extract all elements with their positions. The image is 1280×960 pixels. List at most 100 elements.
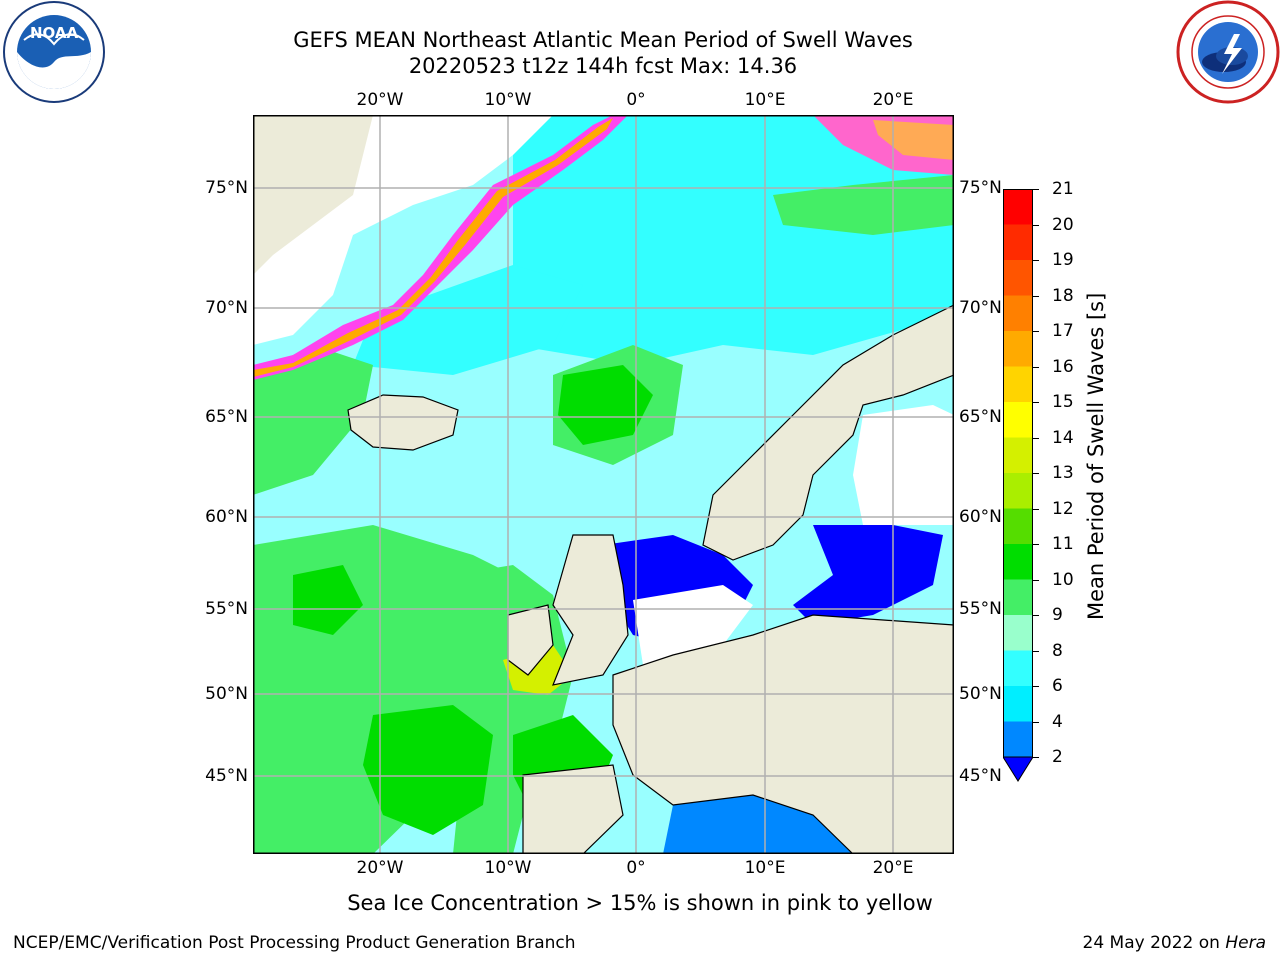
colorbar-tick-mark — [1033, 686, 1039, 687]
colorbar — [1002, 189, 1034, 783]
lat-label-right: 65°N — [959, 407, 1002, 427]
sea-ice-edge — [253, 118, 613, 377]
colorbar-segment — [1003, 615, 1033, 651]
colorbar-tick-mark — [1033, 508, 1039, 510]
colorbar-tick-mark — [1033, 757, 1039, 758]
lat-label-left: 70°N — [205, 298, 248, 318]
colorbar-segment — [1003, 295, 1033, 332]
colorbar-tick-mark — [1033, 721, 1039, 723]
colorbar-segment — [1003, 686, 1033, 722]
colorbar-ticks: 21 20 19 18 17 16 15 14 13 12 11 10 9 8 6 4 2 — [1033, 179, 1092, 767]
colorbar-segment — [1003, 260, 1033, 296]
colorbar-tick-label: 13 — [1052, 463, 1074, 483]
colorbar-tick-label: 15 — [1052, 392, 1074, 412]
colorbar-tick-label: 18 — [1052, 285, 1074, 306]
colorbar-tick-mark — [1033, 260, 1039, 261]
lat-label-left: 60°N — [205, 507, 248, 527]
colorbar-segment — [1003, 721, 1033, 758]
colorbar-tick-mark — [1033, 437, 1039, 439]
colorbar-tick-mark — [1033, 544, 1039, 545]
colorbar-tick-label: 12 — [1052, 498, 1074, 519]
colorbar-segment — [1003, 366, 1033, 403]
colorbar-tick-mark — [1033, 579, 1039, 581]
lat-label-right: 45°N — [959, 766, 1002, 786]
swell-zone-bright-green — [558, 365, 653, 445]
colorbar-tick-label: 9 — [1052, 605, 1063, 625]
lat-label-right: 70°N — [959, 298, 1002, 318]
sea-ice-note: Sea Ice Concentration > 15% is shown in … — [347, 891, 933, 915]
lon-label-bottom: 10°W — [484, 858, 532, 878]
lat-label-right: 50°N — [959, 684, 1002, 704]
iceland-land — [347, 394, 459, 451]
lon-label-bottom: 20°W — [356, 858, 404, 878]
colorbar-tick-label: 17 — [1052, 321, 1074, 341]
lon-label-top: 10°E — [744, 90, 786, 110]
swell-zone-green — [773, 175, 954, 235]
britain-land — [552, 534, 629, 686]
colorbar-tick-mark — [1033, 473, 1039, 474]
colorbar-tick-label: 20 — [1052, 214, 1074, 235]
footer-credit: NCEP/EMC/Verification Post Processing Pr… — [13, 933, 576, 953]
iberia-land — [522, 764, 624, 854]
graticule — [253, 115, 954, 854]
lat-label-left: 75°N — [205, 178, 248, 198]
lat-label-right: 75°N — [959, 178, 1002, 198]
colorbar-tick-label: 10 — [1052, 569, 1074, 590]
lon-label-bottom: 10°E — [744, 858, 786, 878]
colorbar-tick-mark — [1033, 615, 1039, 616]
footer-machine: Hera — [1225, 933, 1266, 953]
colorbar-segment — [1003, 508, 1033, 545]
colorbar-tick-mark — [1033, 295, 1039, 297]
colorbar-tick-label: 6 — [1052, 676, 1063, 696]
noaa-logo: NOAA — [2, 0, 106, 104]
colorbar-segment — [1003, 189, 1033, 225]
no-data-region — [853, 405, 954, 525]
colorbar-segment — [1003, 331, 1033, 367]
colorbar-svg — [1002, 189, 1034, 782]
lon-label-bottom: 0° — [626, 858, 646, 878]
swell-zone-cyan — [353, 265, 583, 375]
colorbar-tick-label: 8 — [1052, 640, 1063, 661]
lat-label-left: 50°N — [205, 684, 248, 704]
lat-label-right: 55°N — [959, 599, 1002, 619]
colorbar-tick-mark — [1033, 189, 1039, 190]
colorbar-segment — [1003, 437, 1033, 474]
colorbar-segment — [1003, 544, 1033, 580]
chart-title: GEFS MEAN Northeast Atlantic Mean Period… — [293, 28, 913, 52]
lat-label-left: 65°N — [205, 407, 248, 427]
colorbar-tick-label: 11 — [1052, 534, 1074, 554]
colorbar-tick-mark — [1033, 402, 1039, 403]
lon-label-top: 20°E — [872, 90, 914, 110]
swell-zone-bright-green — [363, 705, 493, 835]
swell-zone-blue — [663, 795, 853, 854]
lat-label-left: 45°N — [205, 766, 248, 786]
nws-logo — [1176, 0, 1280, 104]
lon-label-top: 20°W — [356, 90, 404, 110]
lat-label-right: 60°N — [959, 507, 1002, 527]
chart-subtitle: 20220523 t12z 144h fcst Max: 14.36 — [408, 54, 798, 78]
colorbar-segment — [1003, 473, 1033, 509]
colorbar-tick-label: 2 — [1052, 747, 1063, 767]
colorbar-tick-mark — [1033, 366, 1039, 368]
colorbar-tick-label: 16 — [1052, 356, 1074, 377]
no-data-region — [633, 585, 753, 675]
map-panel[interactable] — [253, 115, 954, 854]
lon-label-top: 10°W — [484, 90, 532, 110]
lon-label-bottom: 20°E — [872, 858, 914, 878]
colorbar-segment — [1003, 224, 1033, 261]
lat-label-left: 55°N — [205, 599, 248, 619]
colorbar-segment — [1003, 402, 1033, 438]
greenland-land — [253, 115, 373, 275]
colorbar-tick-mark — [1033, 331, 1039, 332]
colorbar-tick-label: 19 — [1052, 250, 1074, 270]
sea-ice-edge — [253, 115, 628, 380]
footer-date-text: 24 May 2022 on — [1082, 933, 1226, 953]
noaa-logo-text: NOAA — [30, 24, 79, 42]
europe-land — [612, 614, 954, 854]
colorbar-tick-label: 21 — [1052, 179, 1074, 199]
colorbar-tick-mark — [1033, 224, 1039, 226]
lon-label-top: 0° — [626, 90, 646, 110]
colorbar-frame — [1003, 189, 1033, 758]
colorbar-tick-label: 14 — [1052, 427, 1074, 448]
colorbar-label: Mean Period of Swell Waves [s] — [1084, 292, 1108, 620]
